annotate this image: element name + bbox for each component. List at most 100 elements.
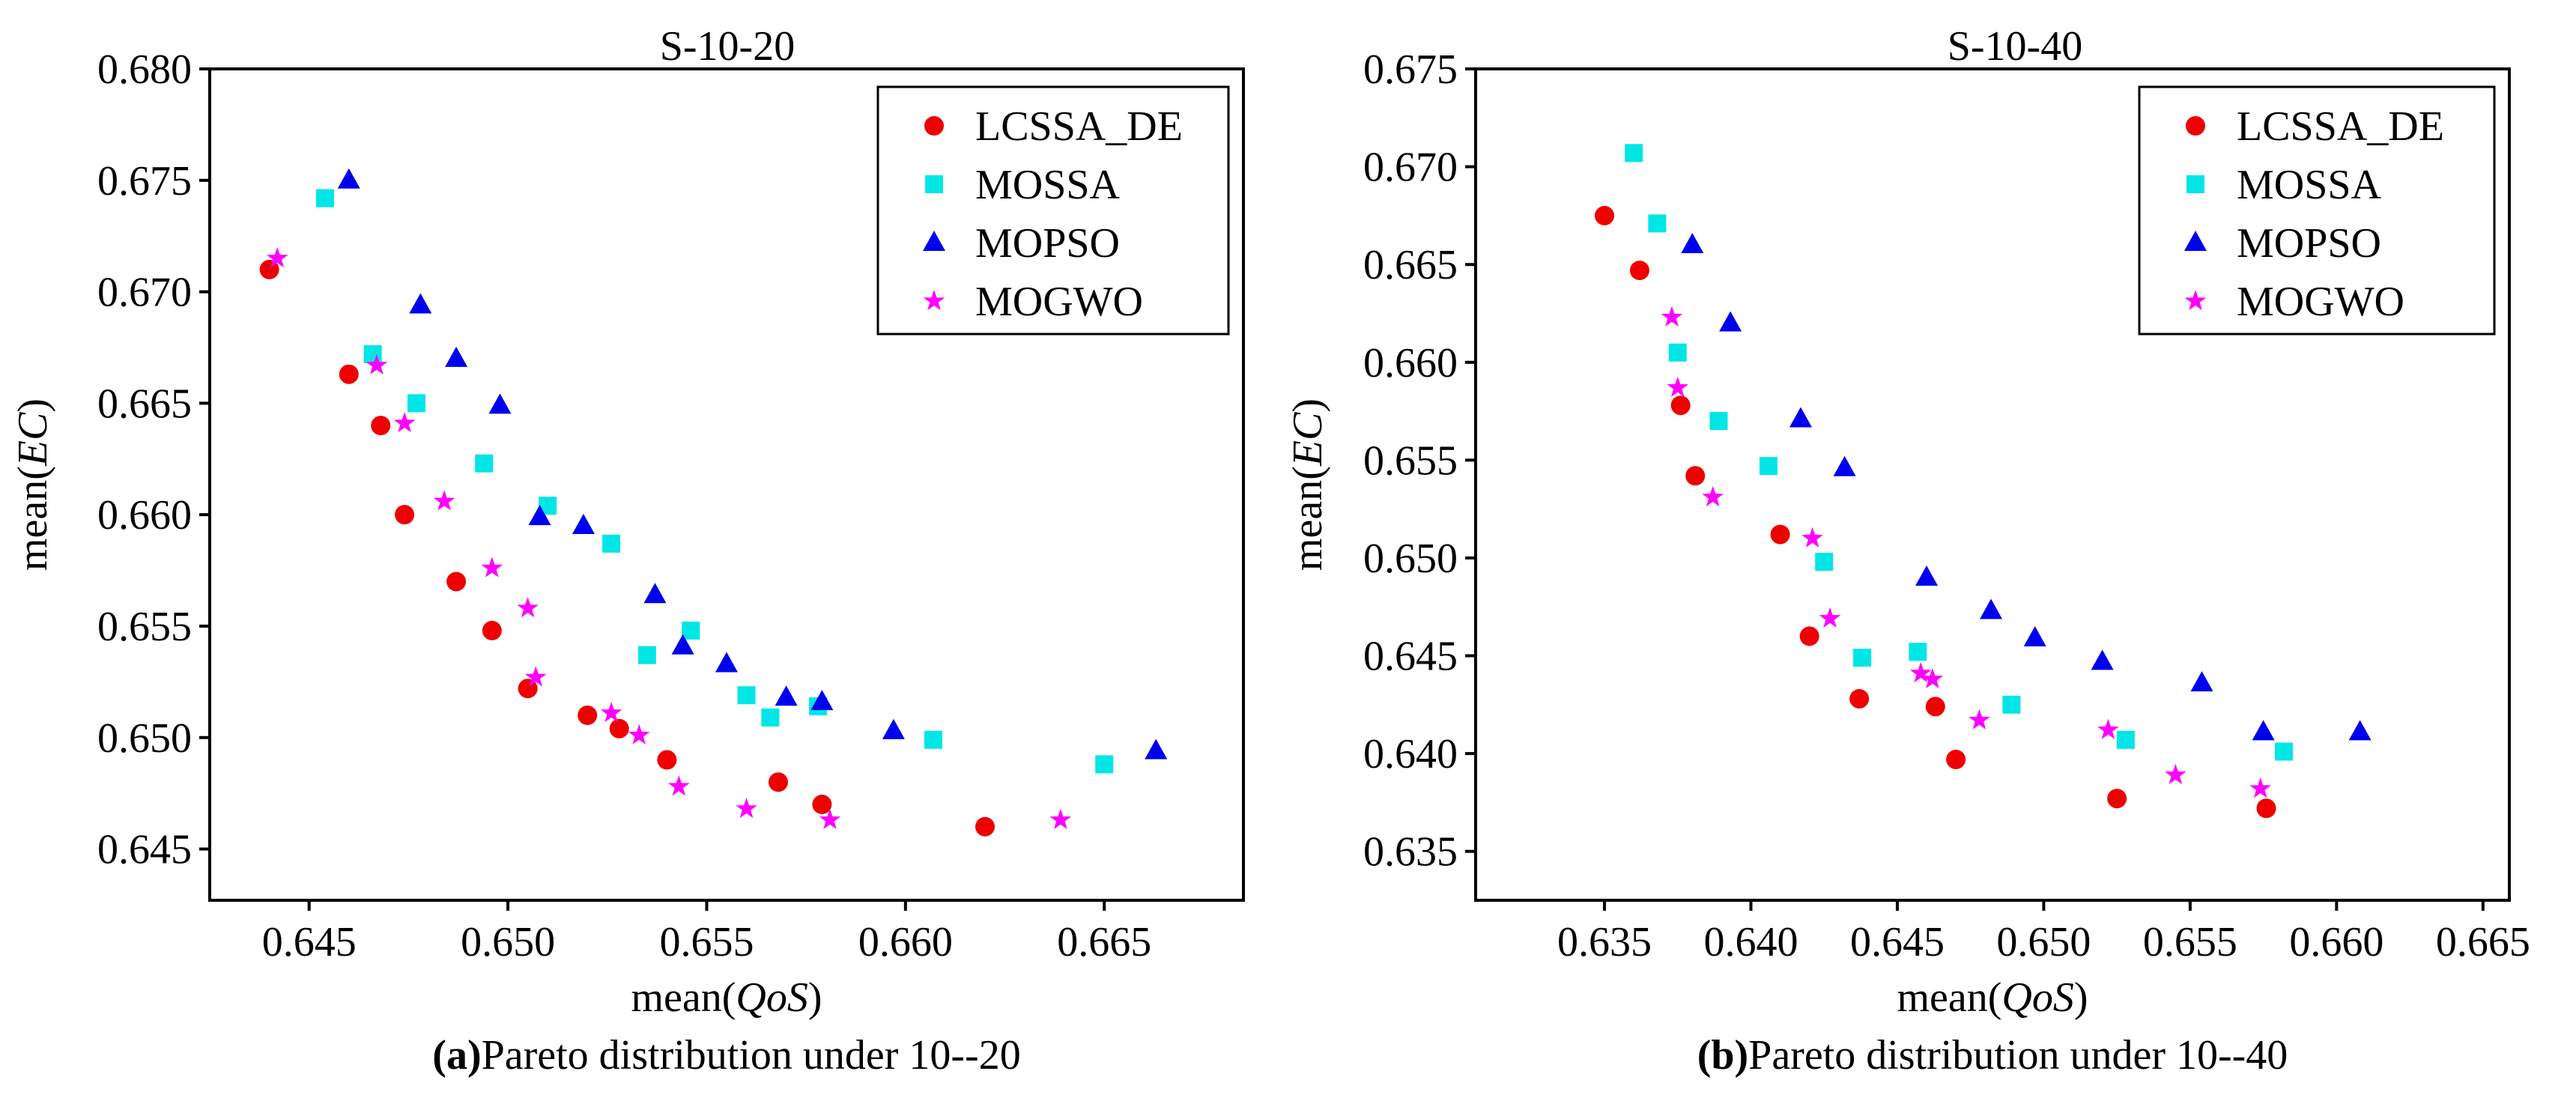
y-tick-label: 0.680 xyxy=(97,46,192,93)
data-point-mossa xyxy=(602,534,621,553)
plot-frame xyxy=(208,67,1245,902)
data-point-mopso xyxy=(1980,598,2003,619)
data-point-mogwo xyxy=(628,724,650,744)
legend-label: MOGWO xyxy=(2237,279,2404,325)
data-point-mossa xyxy=(407,394,425,413)
data-point-mogwo xyxy=(1667,376,1689,397)
legend-label: MOPSO xyxy=(975,220,1120,267)
y-tick-label: 0.675 xyxy=(1363,46,1458,93)
legend-label: MOPSO xyxy=(2237,220,2381,267)
data-point-lcssa-de xyxy=(446,571,467,592)
data-point-mopso xyxy=(1789,407,1812,428)
y-tick-label: 0.675 xyxy=(97,158,192,204)
data-point-mossa xyxy=(637,646,656,664)
data-point-mossa xyxy=(1815,553,1834,571)
data-point-mogwo xyxy=(736,797,757,819)
plot-area: 0.645 0.650 0.655 0.660 0.665 0.670 0.675 0.680… xyxy=(97,46,1245,965)
x-tick-label: 0.665 xyxy=(1057,919,1151,965)
x-tick-label: 0.645 xyxy=(262,919,357,965)
data-point-lcssa-de xyxy=(578,706,598,726)
data-point-lcssa-de xyxy=(975,816,995,837)
panel-caption: (a)Pareto distribution under 10--20 xyxy=(432,1032,1020,1079)
data-point-mossa xyxy=(1095,755,1114,774)
data-point-mossa xyxy=(2274,742,2293,761)
legend-label: MOSSA xyxy=(975,162,1121,208)
data-point-mogwo xyxy=(2165,763,2186,784)
x-tick-label: 0.665 xyxy=(2436,919,2530,965)
data-point-mopso xyxy=(488,393,512,414)
x-tick-labels: 0.645 0.650 0.655 0.660 0.665 xyxy=(262,919,1152,965)
data-point-mossa xyxy=(2116,730,2135,749)
y-axis-label: mean(EC) xyxy=(1285,398,1331,571)
data-point-mossa xyxy=(475,454,494,473)
legend-marker-mossa xyxy=(925,175,943,193)
x-tick-label: 0.660 xyxy=(858,919,953,965)
data-point-lcssa-de xyxy=(1670,395,1691,416)
data-point-mossa xyxy=(1648,214,1667,233)
data-point-mopso xyxy=(1145,738,1168,759)
data-point-mopso xyxy=(882,718,905,739)
legend-label: MOSSA xyxy=(2237,162,2382,208)
data-point-mogwo xyxy=(2249,777,2272,798)
x-tick-label: 0.650 xyxy=(461,919,555,965)
y-tick-label: 0.655 xyxy=(97,604,192,650)
data-point-lcssa-de xyxy=(657,750,677,770)
y-tick-label: 0.670 xyxy=(1363,145,1458,191)
x-tick-labels: 0.635 0.640 0.645 0.650 0.655 0.660 0.665 xyxy=(1557,919,2530,965)
y-tick-label: 0.650 xyxy=(1363,536,1458,582)
data-point-lcssa-de xyxy=(1629,261,1649,281)
x-axis-label: mean(QoS) xyxy=(631,974,822,1021)
data-point-mossa xyxy=(315,189,334,207)
data-point-mopso xyxy=(572,514,595,535)
data-point-mopso xyxy=(2252,720,2275,741)
data-point-mossa xyxy=(363,345,382,363)
data-point-lcssa-de xyxy=(482,620,502,640)
x-tick-label: 0.650 xyxy=(1996,919,2091,965)
tick-marks xyxy=(1465,67,2485,911)
legend-marker-lcssa-de xyxy=(924,116,944,136)
y-tick-label: 0.655 xyxy=(1363,437,1458,484)
data-point-mossa xyxy=(924,730,942,749)
data-point-mogwo xyxy=(517,597,539,618)
y-tick-label: 0.665 xyxy=(1363,242,1458,288)
y-tick-label: 0.650 xyxy=(97,715,192,762)
data-point-mossa xyxy=(761,708,780,727)
data-point-mossa xyxy=(737,686,756,705)
legend: LCSSA_DE MOSSA MOPSO MOGWO xyxy=(2138,85,2496,336)
data-point-mopso xyxy=(775,685,798,706)
data-point-mossa xyxy=(1853,649,1872,667)
data-point-lcssa-de xyxy=(1799,626,1819,646)
chart-title: S-10-40 xyxy=(1948,23,2082,70)
data-point-mopso xyxy=(1681,233,1704,254)
data-point-lcssa-de xyxy=(2256,798,2276,819)
data-point-lcssa-de xyxy=(769,772,788,792)
data-point-lcssa-de xyxy=(395,505,415,525)
data-point-mogwo xyxy=(1049,808,1072,829)
data-point-mossa xyxy=(1709,412,1728,431)
data-point-mopso xyxy=(2190,671,2213,692)
plot-frame xyxy=(1474,67,2511,902)
data-point-mogwo xyxy=(1661,306,1683,327)
data-point-mossa xyxy=(1668,343,1687,362)
data-point-mopso xyxy=(2091,649,2114,670)
panel-a: S-10-20 0.6450.6500.6550.6600.6650.6700.… xyxy=(10,23,1245,1079)
data-point-mopso xyxy=(445,346,468,367)
data-point-mopso xyxy=(2023,626,2046,647)
data-point-mogwo xyxy=(1801,527,1823,548)
legend-marker-mossa xyxy=(2186,175,2204,193)
data-point-lcssa-de xyxy=(1685,466,1706,486)
x-tick-label: 0.655 xyxy=(659,919,754,965)
y-axis-label: mean(EC) xyxy=(10,398,56,571)
legend-label: MOGWO xyxy=(975,279,1143,325)
y-tick-label: 0.645 xyxy=(1363,634,1458,680)
data-point-mossa xyxy=(1759,457,1778,476)
data-point-mopso xyxy=(715,652,738,673)
data-point-mogwo xyxy=(481,556,503,577)
legend-marker-lcssa-de xyxy=(2186,116,2205,136)
legend-label: LCSSA_DE xyxy=(975,103,1183,150)
x-tick-label: 0.635 xyxy=(1557,919,1652,965)
y-tick-label: 0.670 xyxy=(97,270,192,316)
x-tick-label: 0.640 xyxy=(1703,919,1798,965)
data-point-lcssa-de xyxy=(1770,524,1790,545)
